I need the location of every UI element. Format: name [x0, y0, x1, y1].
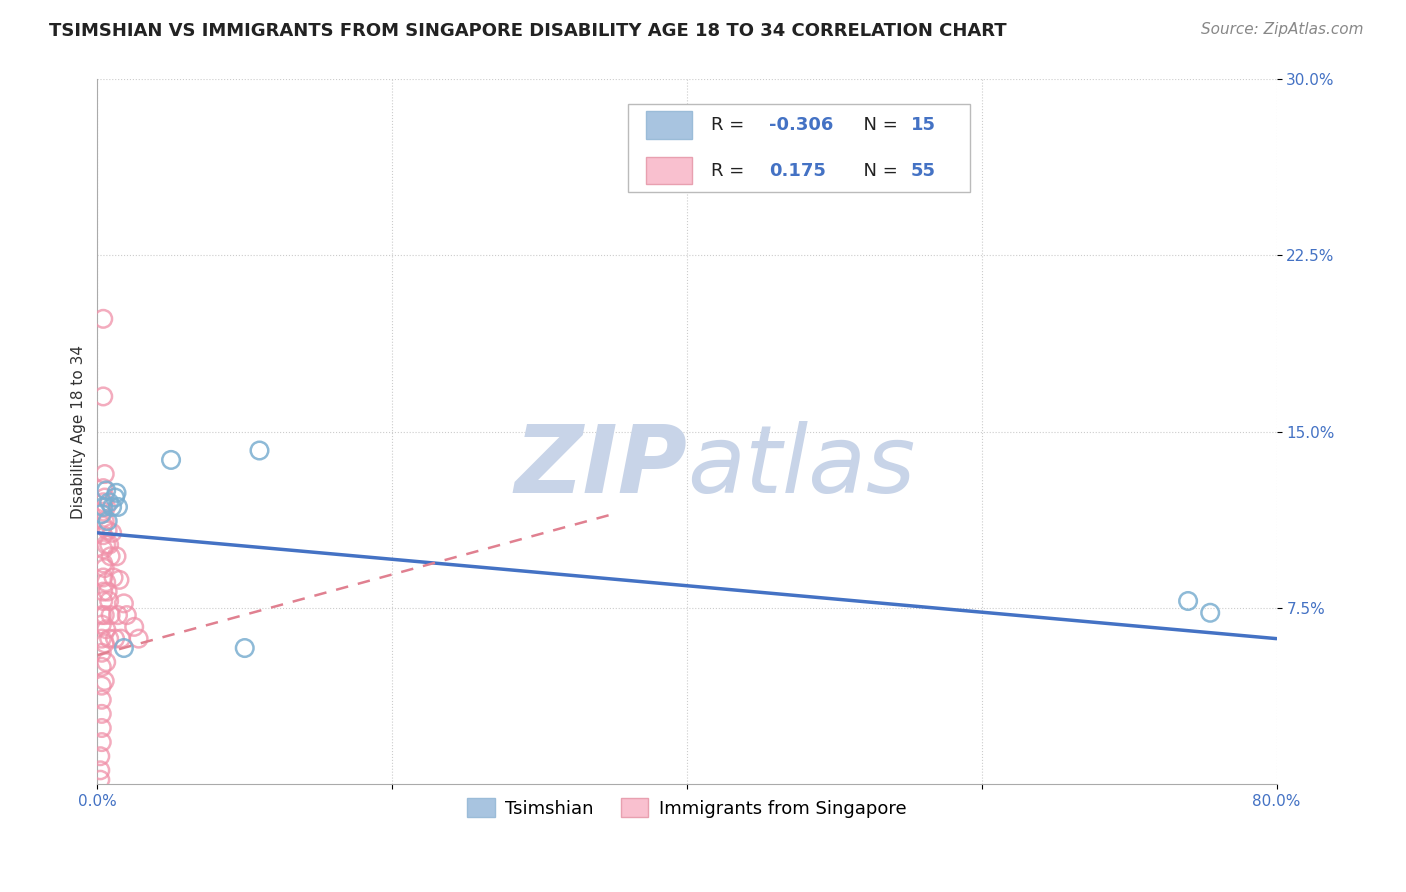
Text: -0.306: -0.306 — [769, 116, 834, 134]
Point — [89, 764, 111, 778]
Point — [96, 655, 118, 669]
Point — [90, 721, 112, 735]
Point — [98, 495, 121, 509]
Point — [96, 575, 118, 590]
Point — [1177, 594, 1199, 608]
Point — [93, 514, 115, 528]
Point — [110, 632, 132, 646]
Point — [91, 518, 114, 533]
Point — [91, 481, 114, 495]
Point — [90, 693, 112, 707]
Point — [98, 594, 121, 608]
Point — [91, 570, 114, 584]
Point — [89, 772, 111, 787]
Point — [128, 632, 150, 646]
Y-axis label: Disability Age 18 to 34: Disability Age 18 to 34 — [72, 344, 86, 519]
Point — [103, 570, 125, 584]
Text: N =: N = — [852, 161, 904, 179]
Point — [93, 561, 115, 575]
Point — [90, 706, 112, 721]
Point — [91, 557, 114, 571]
Point — [249, 443, 271, 458]
Text: 55: 55 — [911, 161, 936, 179]
Text: TSIMSHIAN VS IMMIGRANTS FROM SINGAPORE DISABILITY AGE 18 TO 34 CORRELATION CHART: TSIMSHIAN VS IMMIGRANTS FROM SINGAPORE D… — [49, 22, 1007, 40]
Text: Source: ZipAtlas.com: Source: ZipAtlas.com — [1201, 22, 1364, 37]
Text: R =: R = — [710, 161, 749, 179]
Point — [97, 524, 120, 538]
Point — [112, 596, 135, 610]
Point — [112, 641, 135, 656]
Text: atlas: atlas — [688, 422, 915, 513]
Point — [90, 617, 112, 632]
Point — [96, 538, 118, 552]
Point — [91, 542, 114, 557]
Point — [107, 500, 129, 514]
Point — [105, 486, 128, 500]
Point — [101, 500, 124, 514]
Point — [104, 491, 127, 505]
Text: N =: N = — [852, 116, 904, 134]
Point — [91, 311, 114, 326]
Point — [108, 573, 131, 587]
Point — [90, 646, 112, 660]
Point — [160, 453, 183, 467]
Text: R =: R = — [710, 116, 749, 134]
Point — [90, 735, 112, 749]
Text: 15: 15 — [911, 116, 936, 134]
Point — [91, 500, 114, 514]
FancyBboxPatch shape — [645, 157, 692, 185]
Point — [91, 584, 114, 599]
Point — [90, 608, 112, 623]
Point — [93, 636, 115, 650]
Point — [101, 525, 124, 540]
FancyBboxPatch shape — [628, 103, 970, 192]
Point — [91, 389, 114, 403]
Point — [96, 500, 118, 514]
Point — [104, 632, 127, 646]
Point — [89, 749, 111, 764]
Point — [93, 467, 115, 481]
Point — [91, 594, 114, 608]
Point — [98, 538, 121, 552]
Point — [93, 491, 115, 505]
Legend: Tsimshian, Immigrants from Singapore: Tsimshian, Immigrants from Singapore — [460, 791, 914, 825]
Point — [122, 620, 145, 634]
Point — [91, 528, 114, 542]
Point — [90, 679, 112, 693]
FancyBboxPatch shape — [645, 112, 692, 138]
Point — [93, 608, 115, 623]
Text: ZIP: ZIP — [515, 421, 688, 513]
Point — [90, 507, 112, 521]
Point — [96, 622, 118, 636]
Point — [93, 673, 115, 688]
Point — [97, 514, 120, 528]
Point — [90, 660, 112, 674]
Point — [91, 505, 114, 519]
Point — [107, 608, 129, 623]
Point — [96, 483, 118, 498]
Point — [91, 495, 114, 509]
Point — [97, 584, 120, 599]
Point — [98, 632, 121, 646]
Point — [233, 641, 256, 656]
Point — [1199, 606, 1222, 620]
Point — [105, 549, 128, 564]
Point — [115, 608, 138, 623]
Point — [90, 632, 112, 646]
Text: 0.175: 0.175 — [769, 161, 827, 179]
Point — [100, 549, 122, 564]
Point — [100, 608, 122, 623]
